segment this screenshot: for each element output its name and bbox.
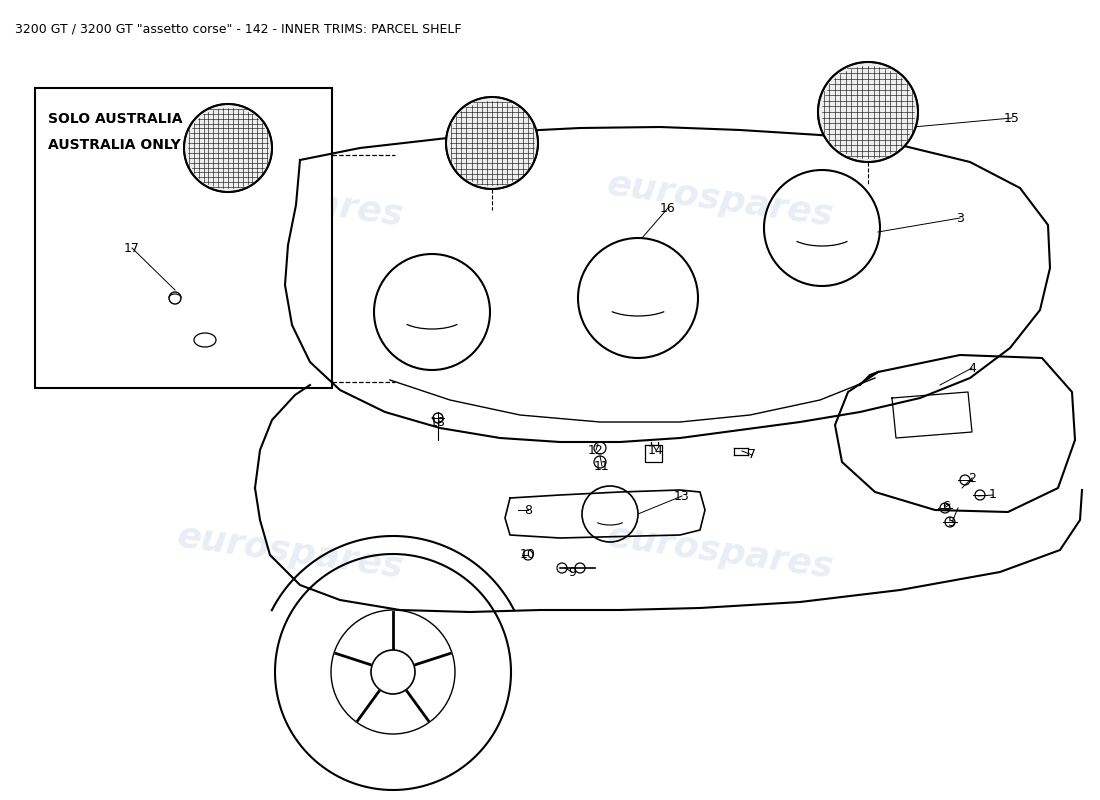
Text: eurospares: eurospares xyxy=(175,167,406,233)
Text: eurospares: eurospares xyxy=(175,519,406,585)
Text: 7: 7 xyxy=(748,449,756,462)
Text: 3: 3 xyxy=(956,211,964,225)
Circle shape xyxy=(446,97,538,189)
Text: 16: 16 xyxy=(660,202,675,214)
Text: 9: 9 xyxy=(568,566,576,578)
Bar xyxy=(35,88,332,388)
Text: eurospares: eurospares xyxy=(604,167,836,233)
Circle shape xyxy=(184,104,272,192)
Text: 3200 GT / 3200 GT "assetto corse" - 142 - INNER TRIMS: PARCEL SHELF: 3200 GT / 3200 GT "assetto corse" - 142 … xyxy=(15,22,462,35)
Text: 12: 12 xyxy=(588,443,604,457)
Text: 14: 14 xyxy=(648,443,664,457)
Text: 1: 1 xyxy=(989,489,997,502)
Text: SOLO AUSTRALIA: SOLO AUSTRALIA xyxy=(48,112,183,126)
Text: 15: 15 xyxy=(1004,111,1020,125)
Text: 17: 17 xyxy=(124,242,140,254)
Text: eurospares: eurospares xyxy=(604,519,836,585)
Text: 11: 11 xyxy=(594,459,609,473)
Text: 5: 5 xyxy=(948,515,956,529)
Text: 2: 2 xyxy=(968,471,976,485)
Text: 18: 18 xyxy=(430,415,446,429)
Text: 13: 13 xyxy=(674,490,690,502)
Text: 6: 6 xyxy=(942,501,950,514)
Text: AUSTRALIA ONLY: AUSTRALIA ONLY xyxy=(48,138,180,152)
Text: 10: 10 xyxy=(520,549,536,562)
Circle shape xyxy=(818,62,918,162)
Text: 8: 8 xyxy=(524,503,532,517)
Text: 4: 4 xyxy=(968,362,976,374)
